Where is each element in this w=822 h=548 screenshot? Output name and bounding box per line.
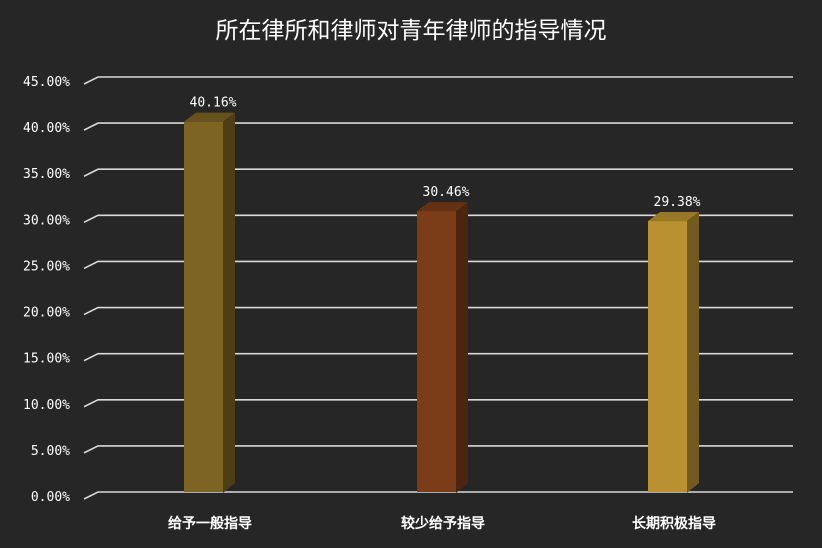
gridline bbox=[83, 491, 793, 500]
x-axis-labels: 给予一般指导 较少给予指导 长期积极指导 bbox=[168, 515, 716, 532]
gridline bbox=[83, 306, 793, 316]
bar-top bbox=[648, 212, 699, 222]
y-tick-label: 15.00% bbox=[23, 352, 70, 367]
value-labels: 40.16% 30.46% 29.38% bbox=[190, 96, 701, 210]
gridline bbox=[83, 398, 793, 408]
y-tick-label: 40.00% bbox=[23, 121, 70, 136]
y-axis-ticks: 0.00% 5.00% 10.00% 15.00% 20.00% 25.00% 30.00%… bbox=[23, 75, 70, 505]
bars bbox=[184, 112, 699, 493]
y-tick-label: 0.00% bbox=[31, 490, 70, 505]
gridline bbox=[83, 214, 793, 224]
chart-title: 所在律所和律师对青年律师的指导情况 bbox=[216, 18, 607, 44]
bar-side bbox=[223, 112, 235, 493]
y-tick-label: 25.00% bbox=[23, 259, 70, 274]
bar-front bbox=[648, 221, 687, 492]
data-label: 40.16% bbox=[190, 96, 237, 111]
bar bbox=[417, 202, 468, 493]
y-tick-label: 35.00% bbox=[23, 167, 70, 182]
x-tick-label: 长期积极指导 bbox=[632, 515, 716, 532]
bar-front bbox=[417, 211, 456, 492]
grid-lines bbox=[83, 76, 793, 500]
gridline bbox=[83, 76, 793, 85]
y-tick-label: 30.00% bbox=[23, 213, 70, 228]
bar-side bbox=[687, 212, 699, 493]
y-tick-label: 5.00% bbox=[31, 444, 70, 459]
bar-side bbox=[456, 202, 468, 493]
gridline bbox=[83, 352, 793, 362]
bar bbox=[184, 112, 235, 493]
x-tick-label: 给予一般指导 bbox=[168, 515, 252, 532]
y-tick-label: 45.00% bbox=[23, 75, 70, 90]
y-tick-label: 20.00% bbox=[23, 306, 70, 321]
gridline bbox=[83, 260, 793, 270]
bar bbox=[648, 212, 699, 493]
bar-top bbox=[417, 202, 468, 212]
gridline bbox=[83, 445, 793, 454]
gridline bbox=[83, 122, 793, 131]
data-label: 29.38% bbox=[654, 195, 701, 210]
bar-top bbox=[184, 112, 235, 122]
gridline bbox=[83, 168, 793, 177]
x-tick-label: 较少给予指导 bbox=[401, 515, 485, 532]
y-tick-label: 10.00% bbox=[23, 398, 70, 413]
data-label: 30.46% bbox=[423, 185, 470, 200]
bar-front bbox=[184, 121, 223, 492]
